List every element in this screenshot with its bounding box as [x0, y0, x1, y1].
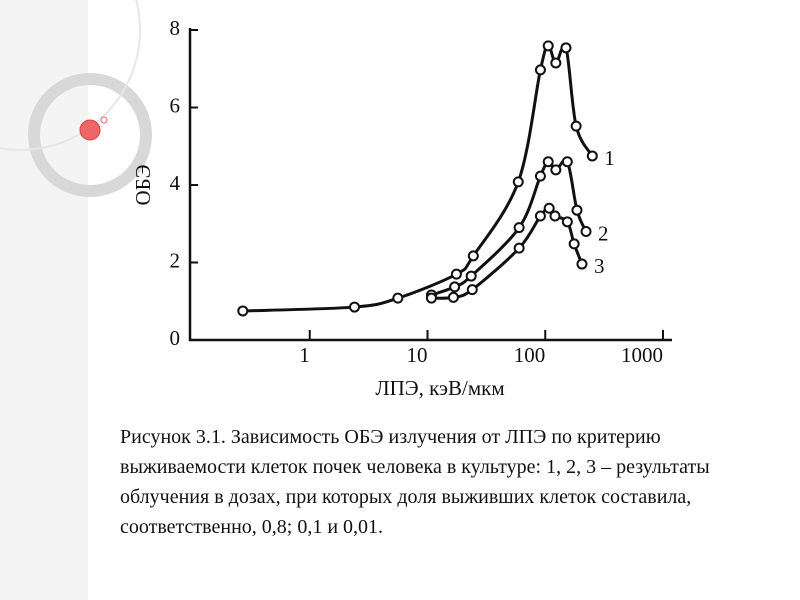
point	[450, 268, 462, 280]
point	[550, 164, 562, 176]
y-tick-label: 4	[170, 171, 181, 195]
point	[570, 120, 582, 132]
point	[447, 291, 459, 303]
point	[237, 305, 249, 317]
y-tick-label: 8	[170, 16, 181, 40]
point	[576, 258, 588, 270]
point	[349, 301, 361, 313]
side-band	[0, 0, 88, 600]
point	[542, 40, 554, 52]
point	[513, 222, 525, 234]
point	[586, 150, 598, 162]
point	[449, 281, 461, 293]
decoration	[0, 0, 152, 600]
point	[568, 238, 580, 250]
point	[580, 226, 592, 237]
x-axis-label: ЛПЭ, кэВ/мкм	[375, 376, 504, 400]
y-tick-label: 2	[170, 248, 181, 272]
caption: Рисунок 3.1. Зависимость ОБЭ излучения о…	[120, 426, 710, 538]
deco-ring	[28, 73, 152, 197]
point	[542, 156, 554, 168]
y-axis-label: ОБЭ	[131, 164, 155, 205]
y-tick-label: 6	[170, 93, 181, 117]
curve-label: 2	[598, 221, 609, 245]
point	[549, 210, 561, 222]
point	[465, 270, 477, 282]
point	[512, 176, 524, 188]
point	[561, 156, 573, 168]
x-tick-label: 1000	[621, 343, 663, 367]
point	[534, 64, 546, 76]
x-tick-label: 10	[407, 343, 428, 367]
point	[392, 292, 404, 304]
deco-dot	[79, 119, 101, 141]
curve	[430, 158, 588, 297]
point	[534, 210, 546, 222]
point	[543, 202, 555, 214]
deco-dot-small	[100, 116, 108, 124]
deco-arc	[0, 0, 141, 151]
point	[561, 216, 573, 228]
point	[560, 42, 572, 54]
point	[513, 242, 525, 254]
point	[425, 292, 437, 304]
point	[571, 204, 583, 216]
point	[467, 250, 479, 262]
curve-label: 3	[594, 254, 605, 278]
point	[534, 170, 546, 182]
curve-label: 1	[604, 146, 615, 170]
x-tick-label: 1	[299, 343, 310, 367]
y-tick-label: 0	[170, 326, 181, 350]
x-tick-label: 100	[514, 343, 546, 367]
point	[550, 57, 562, 69]
point	[466, 284, 478, 296]
